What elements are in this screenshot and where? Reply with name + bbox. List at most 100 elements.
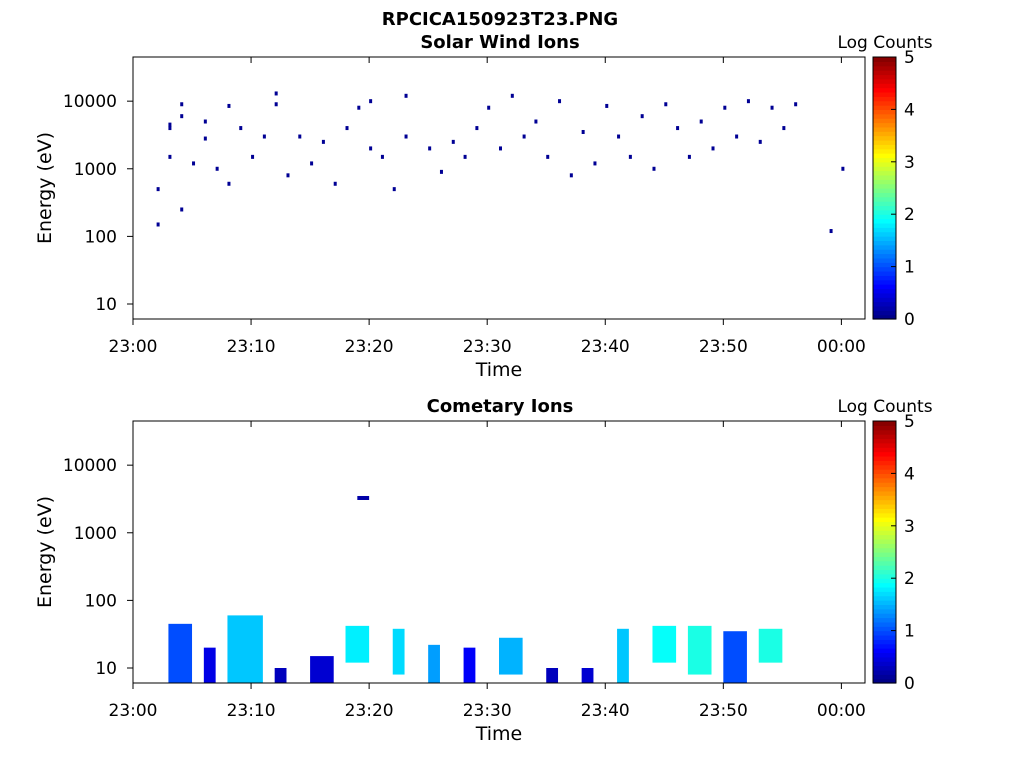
data-cell [711, 146, 715, 151]
colorbar-segment [873, 495, 896, 501]
colorbar-segment [873, 630, 896, 636]
solar-wind-cells [156, 91, 845, 234]
colorbar-segment [873, 157, 896, 163]
data-cell [156, 187, 160, 192]
colorbar-segment [873, 135, 896, 141]
x-tick-label: 23:20 [345, 701, 394, 721]
data-cell [321, 139, 325, 144]
data-cell [192, 161, 196, 166]
colorbar-segment [873, 105, 896, 110]
colorbar-segment [873, 205, 896, 211]
x-tick-label: 23:20 [345, 337, 394, 357]
data-cell [782, 126, 786, 131]
colorbar-segment [873, 192, 896, 198]
y-tick-label: 100 [85, 591, 117, 611]
data-cell [168, 122, 172, 127]
data-cell [428, 146, 432, 151]
data-cell [298, 134, 302, 139]
data-cell [180, 207, 184, 212]
solar-wind-colorbar-label: Log Counts [837, 33, 932, 53]
colorbar-segment [873, 661, 896, 667]
data-burst [392, 628, 405, 675]
y-tick-label: 100 [85, 227, 117, 247]
colorbar-segment [873, 253, 896, 259]
solar-wind-xlabel: Time [475, 359, 523, 381]
colorbar-segment [873, 538, 896, 544]
colorbar-segment [873, 275, 896, 281]
colorbar-segment [873, 166, 896, 172]
x-tick-label: 00:00 [817, 337, 866, 357]
colorbar-segment [873, 595, 896, 601]
x-tick-label: 23:00 [109, 701, 158, 721]
colorbar-segment [873, 257, 896, 263]
data-cell [664, 102, 668, 107]
colorbar-segment [873, 434, 896, 440]
colorbar-tick-label: 1 [904, 258, 915, 278]
x-tick-label: 23:10 [227, 701, 276, 721]
colorbar-segment [873, 582, 896, 588]
colorbar-segment [873, 209, 896, 215]
data-cell [156, 222, 160, 227]
solar-wind-axes-frame [132, 56, 866, 320]
colorbar-segment [873, 174, 896, 180]
colorbar-segment [873, 429, 896, 435]
colorbar-segment [873, 648, 896, 654]
data-burst [227, 615, 263, 683]
colorbar-segment [873, 665, 896, 671]
colorbar-segment [873, 438, 896, 444]
data-cell [357, 105, 361, 110]
data-cell [274, 102, 278, 107]
colorbar-segment [873, 469, 896, 474]
data-cell [451, 139, 455, 144]
colorbar-segment [873, 218, 896, 224]
x-tick-label: 23:50 [699, 337, 748, 357]
x-tick-label: 23:10 [227, 337, 276, 357]
colorbar-segment [873, 314, 896, 320]
colorbar-segment [873, 652, 896, 658]
colorbar-tick-label: 0 [904, 310, 915, 330]
data-burst [581, 668, 594, 683]
data-cell [499, 146, 502, 151]
colorbar-segment [873, 621, 896, 627]
data-cell [746, 99, 750, 104]
colorbar-segment [873, 292, 896, 298]
data-cell [369, 146, 373, 151]
colorbar-tick-label: 2 [904, 205, 915, 225]
colorbar-segment [873, 305, 896, 311]
data-burst [758, 628, 783, 663]
colorbar-segment [873, 109, 896, 115]
data-cell [758, 139, 762, 144]
figure-title: RPCICA150923T23.PNG [382, 9, 618, 30]
colorbar-segment [873, 262, 896, 268]
colorbar-segment [873, 486, 896, 492]
colorbar-segment [873, 148, 896, 154]
cometary-cells [168, 495, 783, 683]
data-burst [203, 647, 216, 683]
data-cell [180, 102, 184, 107]
colorbar-tick-label: 5 [904, 412, 915, 432]
colorbar-segment [873, 244, 896, 250]
colorbar-segment [873, 61, 896, 67]
data-cell [652, 166, 656, 171]
colorbar-segment [873, 639, 896, 645]
colorbar-segment [873, 196, 896, 202]
colorbar-segment [873, 600, 896, 605]
cometary-title: Cometary Ions [427, 396, 574, 417]
colorbar-segment [873, 473, 896, 479]
data-cell [262, 134, 266, 139]
colorbar-segment [873, 214, 896, 220]
data-cell [203, 119, 207, 124]
data-cell [227, 181, 231, 186]
cometary-colorbar: 0 1 2 3 4 5 [872, 412, 915, 694]
data-cell [251, 154, 255, 159]
cometary-panel: Cometary Ions Log Counts 23:00 23:10 23:20… [34, 396, 933, 745]
data-burst [428, 644, 440, 683]
colorbar-segment [873, 521, 896, 527]
x-tick-label: 23:30 [463, 701, 512, 721]
data-cell [404, 134, 408, 139]
x-tick-label: 23:50 [699, 701, 748, 721]
colorbar-segment [873, 288, 896, 294]
data-burst [499, 637, 523, 675]
colorbar-tick-label: 1 [904, 622, 915, 642]
colorbar-segment [873, 240, 896, 246]
